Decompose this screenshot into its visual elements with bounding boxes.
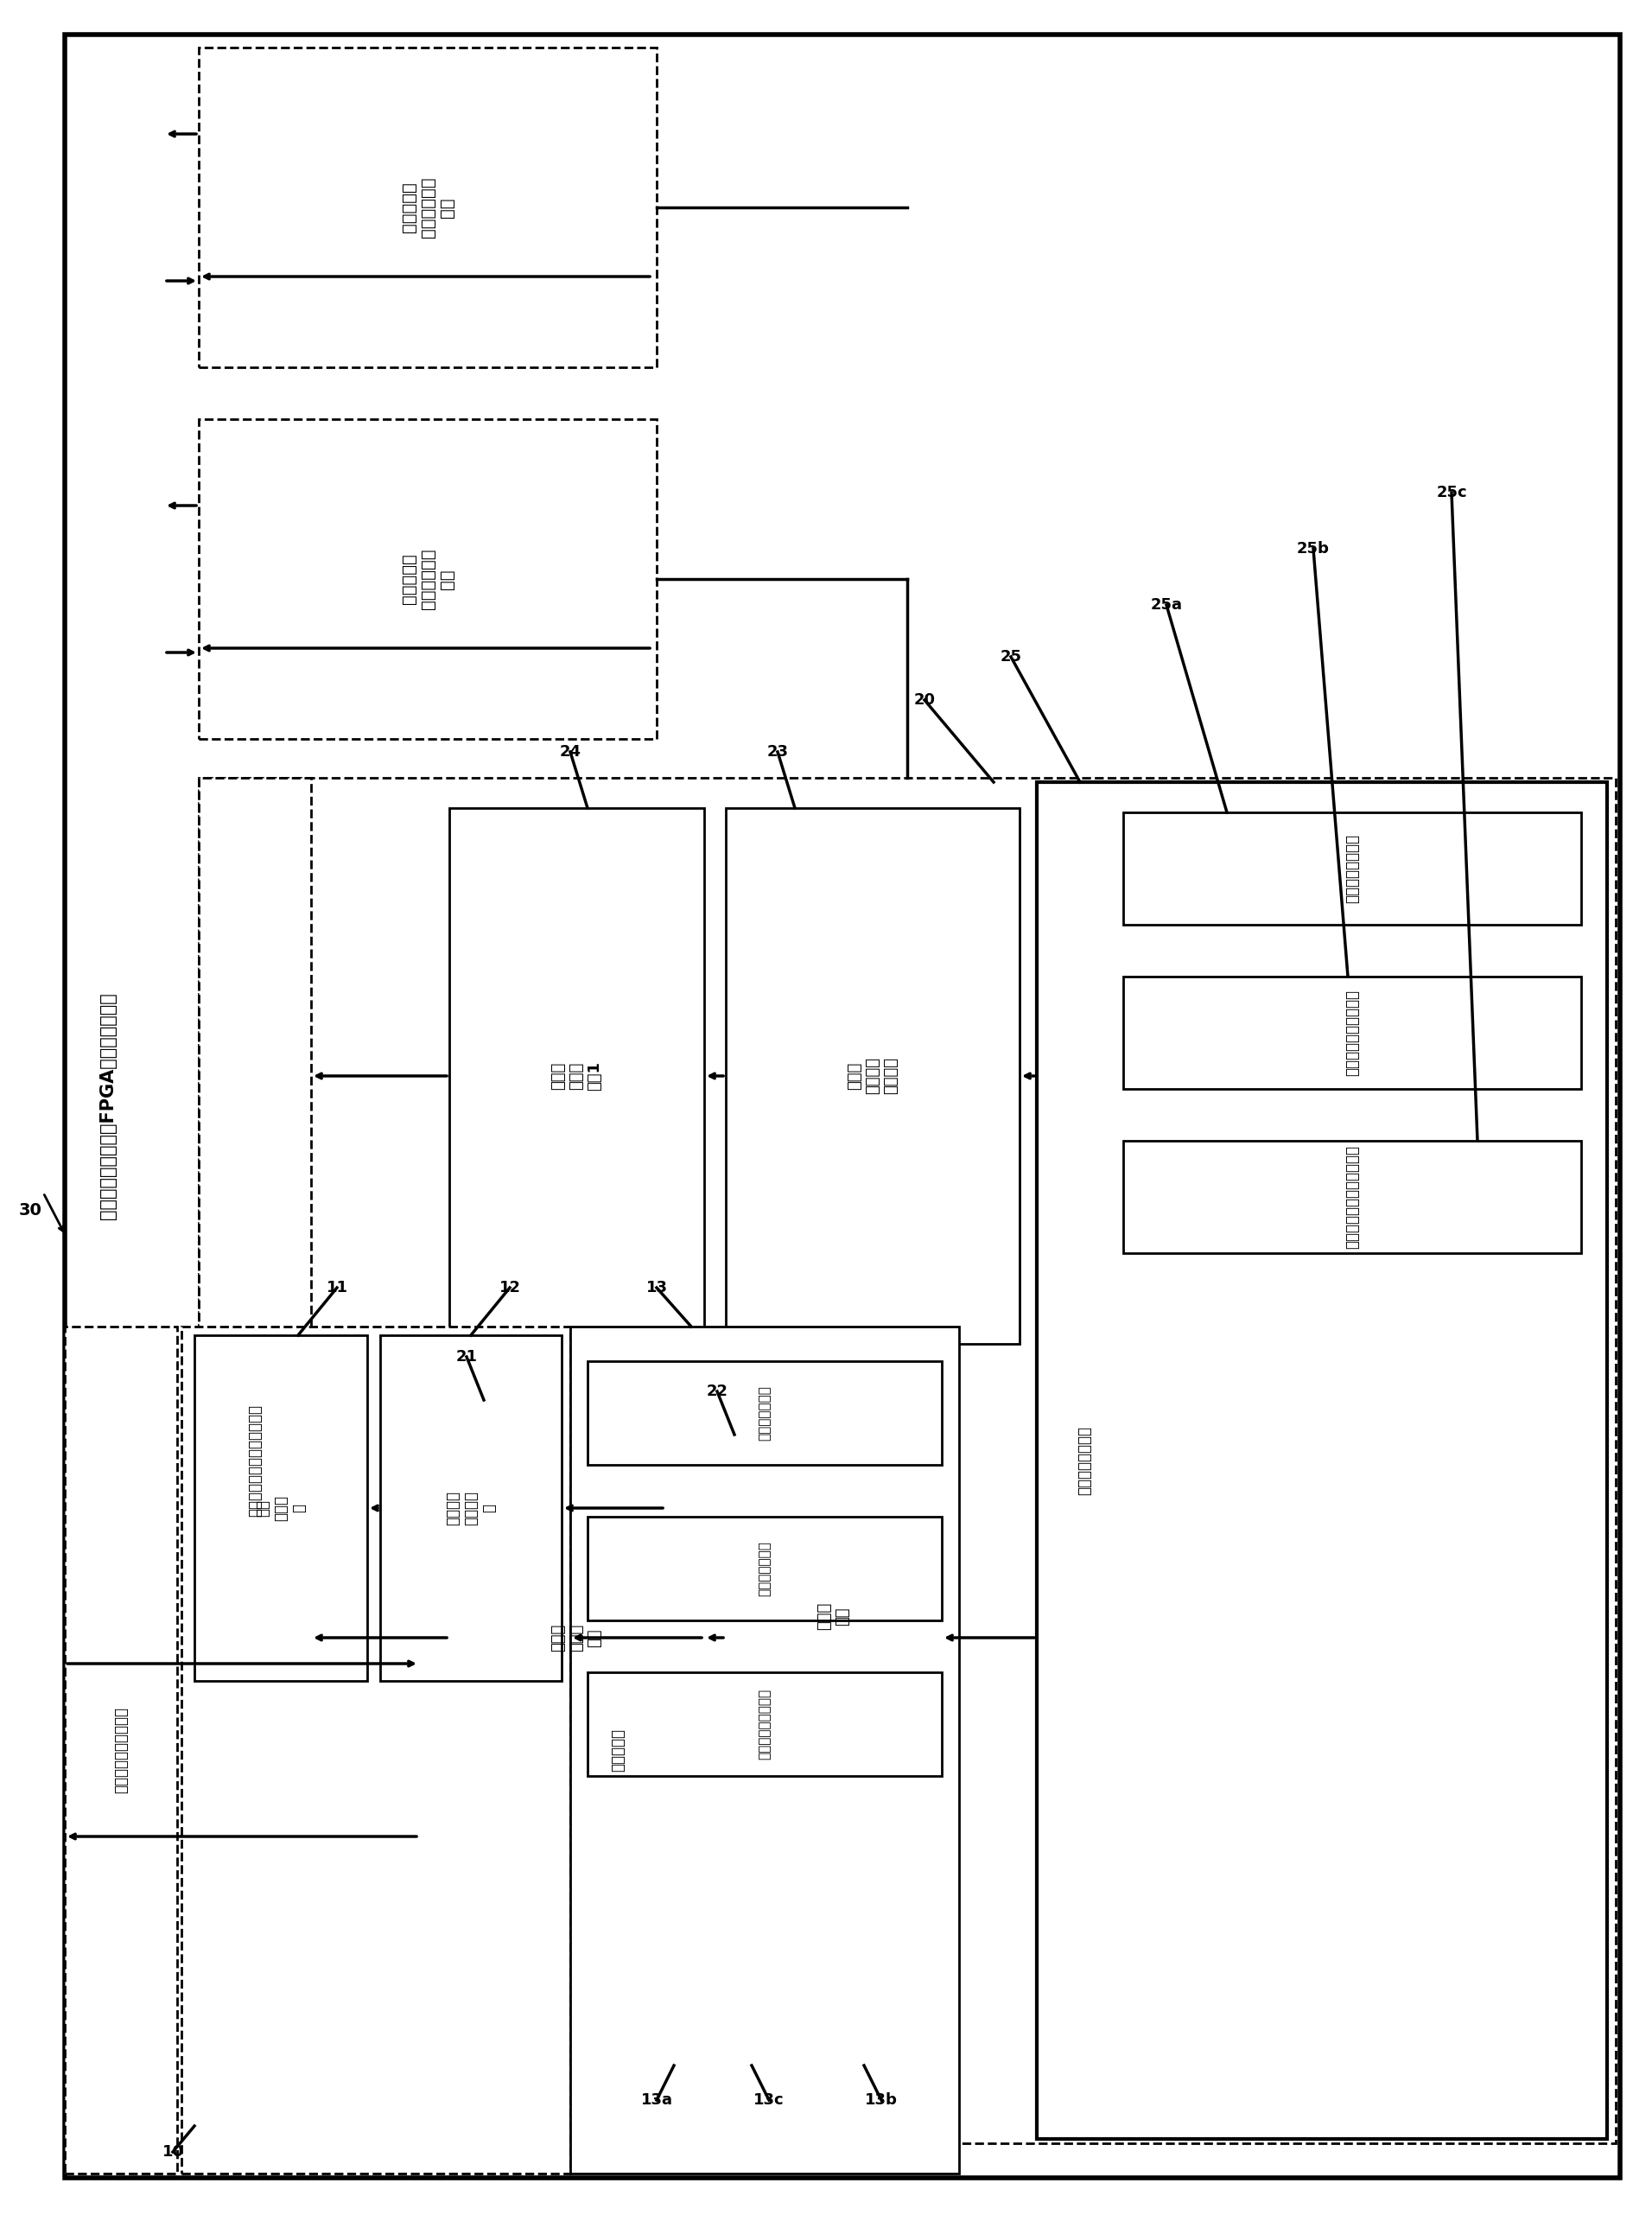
Text: 第一级光电探测部: 第一级光电探测部	[1345, 835, 1360, 904]
Text: 24: 24	[560, 744, 582, 760]
Bar	[1123, 813, 1581, 924]
Text: 23: 23	[767, 744, 788, 760]
Text: 12: 12	[499, 1280, 520, 1296]
Text: 种子激光发出处理单元: 种子激光发出处理单元	[114, 1708, 129, 1794]
Bar	[1037, 782, 1607, 2140]
Text: 第三级放大
激光发出处理
单元: 第三级放大 激光发出处理 单元	[400, 177, 454, 237]
Text: 种子激光部: 种子激光部	[610, 1728, 626, 1772]
Text: 第一级
放大光偏
形采样部: 第一级 放大光偏 形采样部	[847, 1057, 899, 1094]
Text: 第一级
帧数转
接部1: 第一级 帧数转 接部1	[550, 1061, 601, 1090]
Text: 一级放
大部: 一级放 大部	[818, 1601, 851, 1630]
Text: 11: 11	[325, 1280, 349, 1296]
Bar	[195, 1336, 367, 1681]
Text: 第一级
帧数转
接部: 第一级 帧数转 接部	[550, 1624, 601, 1652]
Bar	[588, 1362, 942, 1464]
Text: 种子电压信号发出部: 种子电压信号发出部	[758, 1688, 771, 1759]
Text: 25c: 25c	[1436, 485, 1467, 501]
Text: 驱动信号接收部: 驱动信号接收部	[758, 1384, 771, 1440]
Text: 种子激光控制部: 种子激光控制部	[758, 1542, 771, 1597]
Bar	[64, 1327, 177, 2173]
Text: 10: 10	[162, 2144, 183, 2160]
Bar	[588, 1517, 942, 1621]
Bar	[380, 1336, 562, 1681]
Text: 25b: 25b	[1297, 540, 1330, 556]
Text: 21: 21	[456, 1349, 477, 1364]
Text: 20: 20	[914, 693, 935, 709]
Text: 13c: 13c	[753, 2093, 785, 2109]
Text: 激稳种子
光偏采样
部: 激稳种子 光偏采样 部	[444, 1491, 497, 1526]
Text: 第一级放大激光控制部: 第一级放大激光控制部	[1345, 990, 1360, 1076]
Bar	[198, 777, 1616, 2144]
Text: 13a: 13a	[641, 2093, 672, 2109]
Text: 第一级放大电压信号发出部: 第一级放大电压信号发出部	[1345, 1145, 1360, 1249]
Bar	[198, 47, 656, 368]
Text: 22: 22	[707, 1384, 729, 1400]
Text: 第一级放大激光部: 第一级放大激光部	[1077, 1426, 1092, 1495]
Bar	[1123, 1141, 1581, 1254]
Text: 25: 25	[999, 649, 1021, 664]
Bar	[725, 808, 1019, 1345]
Bar	[198, 419, 656, 740]
Text: 25a: 25a	[1150, 598, 1183, 614]
Text: 13b: 13b	[866, 2093, 897, 2109]
Text: 30: 30	[18, 1203, 41, 1218]
Bar	[449, 1400, 704, 1876]
Text: 第一级放大激光发出处理单元: 第一级放大激光发出处理单元	[248, 1404, 263, 1517]
Bar	[1123, 977, 1581, 1090]
Bar	[182, 1327, 570, 2173]
Bar	[198, 777, 311, 2144]
Bar	[449, 808, 704, 1345]
Text: 13: 13	[646, 1280, 667, 1296]
Text: 种子
光驱动
部: 种子 光驱动 部	[254, 1495, 307, 1522]
Text: 第二级放大
激光发出处理
单元: 第二级放大 激光发出处理 单元	[400, 549, 454, 609]
Bar	[588, 1672, 942, 1776]
Text: 现场可编程门阵列（FPGA）控制处理单元: 现场可编程门阵列（FPGA）控制处理单元	[99, 992, 117, 1220]
Bar	[570, 1327, 960, 2173]
Bar	[725, 1435, 942, 1799]
